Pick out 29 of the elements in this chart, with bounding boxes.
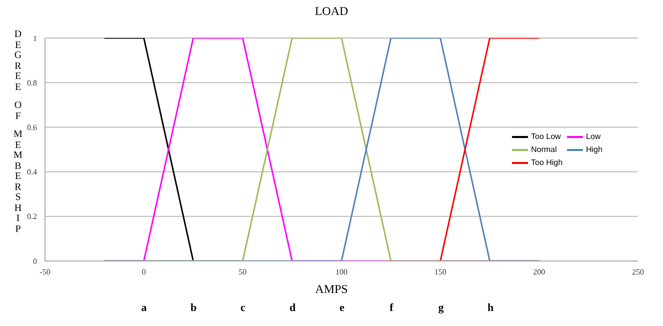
y-tick-label: 0: [33, 256, 37, 266]
text: f: [388, 302, 394, 314]
x-axis-title: AMPS: [314, 282, 349, 297]
legend-label: Too High: [531, 158, 563, 167]
legend-label: Normal: [531, 145, 557, 154]
legend-label: High: [586, 145, 602, 154]
y-tick-label: 0.6: [27, 123, 37, 132]
x-tick-label: 50: [238, 268, 247, 277]
x-tick-label: 150: [434, 268, 446, 277]
text: d: [288, 302, 297, 314]
x-tick-label: 0: [142, 268, 146, 277]
legend-label: Too Low: [531, 132, 561, 141]
text: g: [437, 302, 445, 314]
chart-title: LOAD: [314, 4, 350, 19]
y-tick-label: 0.8: [27, 78, 37, 88]
text: e: [338, 302, 346, 314]
legend-label: Low: [586, 132, 601, 141]
y-tick-label: 1: [33, 34, 37, 43]
x-tick-label: 100: [336, 268, 348, 277]
y-tick-label: 0.2: [27, 212, 37, 222]
x-tick-label: 200: [533, 268, 546, 277]
text: DEGREE OF MEMBERSHIP: [14, 29, 22, 234]
y-tick-label: 0.4: [27, 168, 37, 177]
text: c: [240, 302, 246, 314]
text: a: [140, 302, 148, 314]
text: b: [189, 302, 198, 314]
x-tick-label: -50: [40, 268, 50, 277]
text: h: [486, 302, 495, 314]
x-tick-label: 250: [632, 268, 644, 277]
